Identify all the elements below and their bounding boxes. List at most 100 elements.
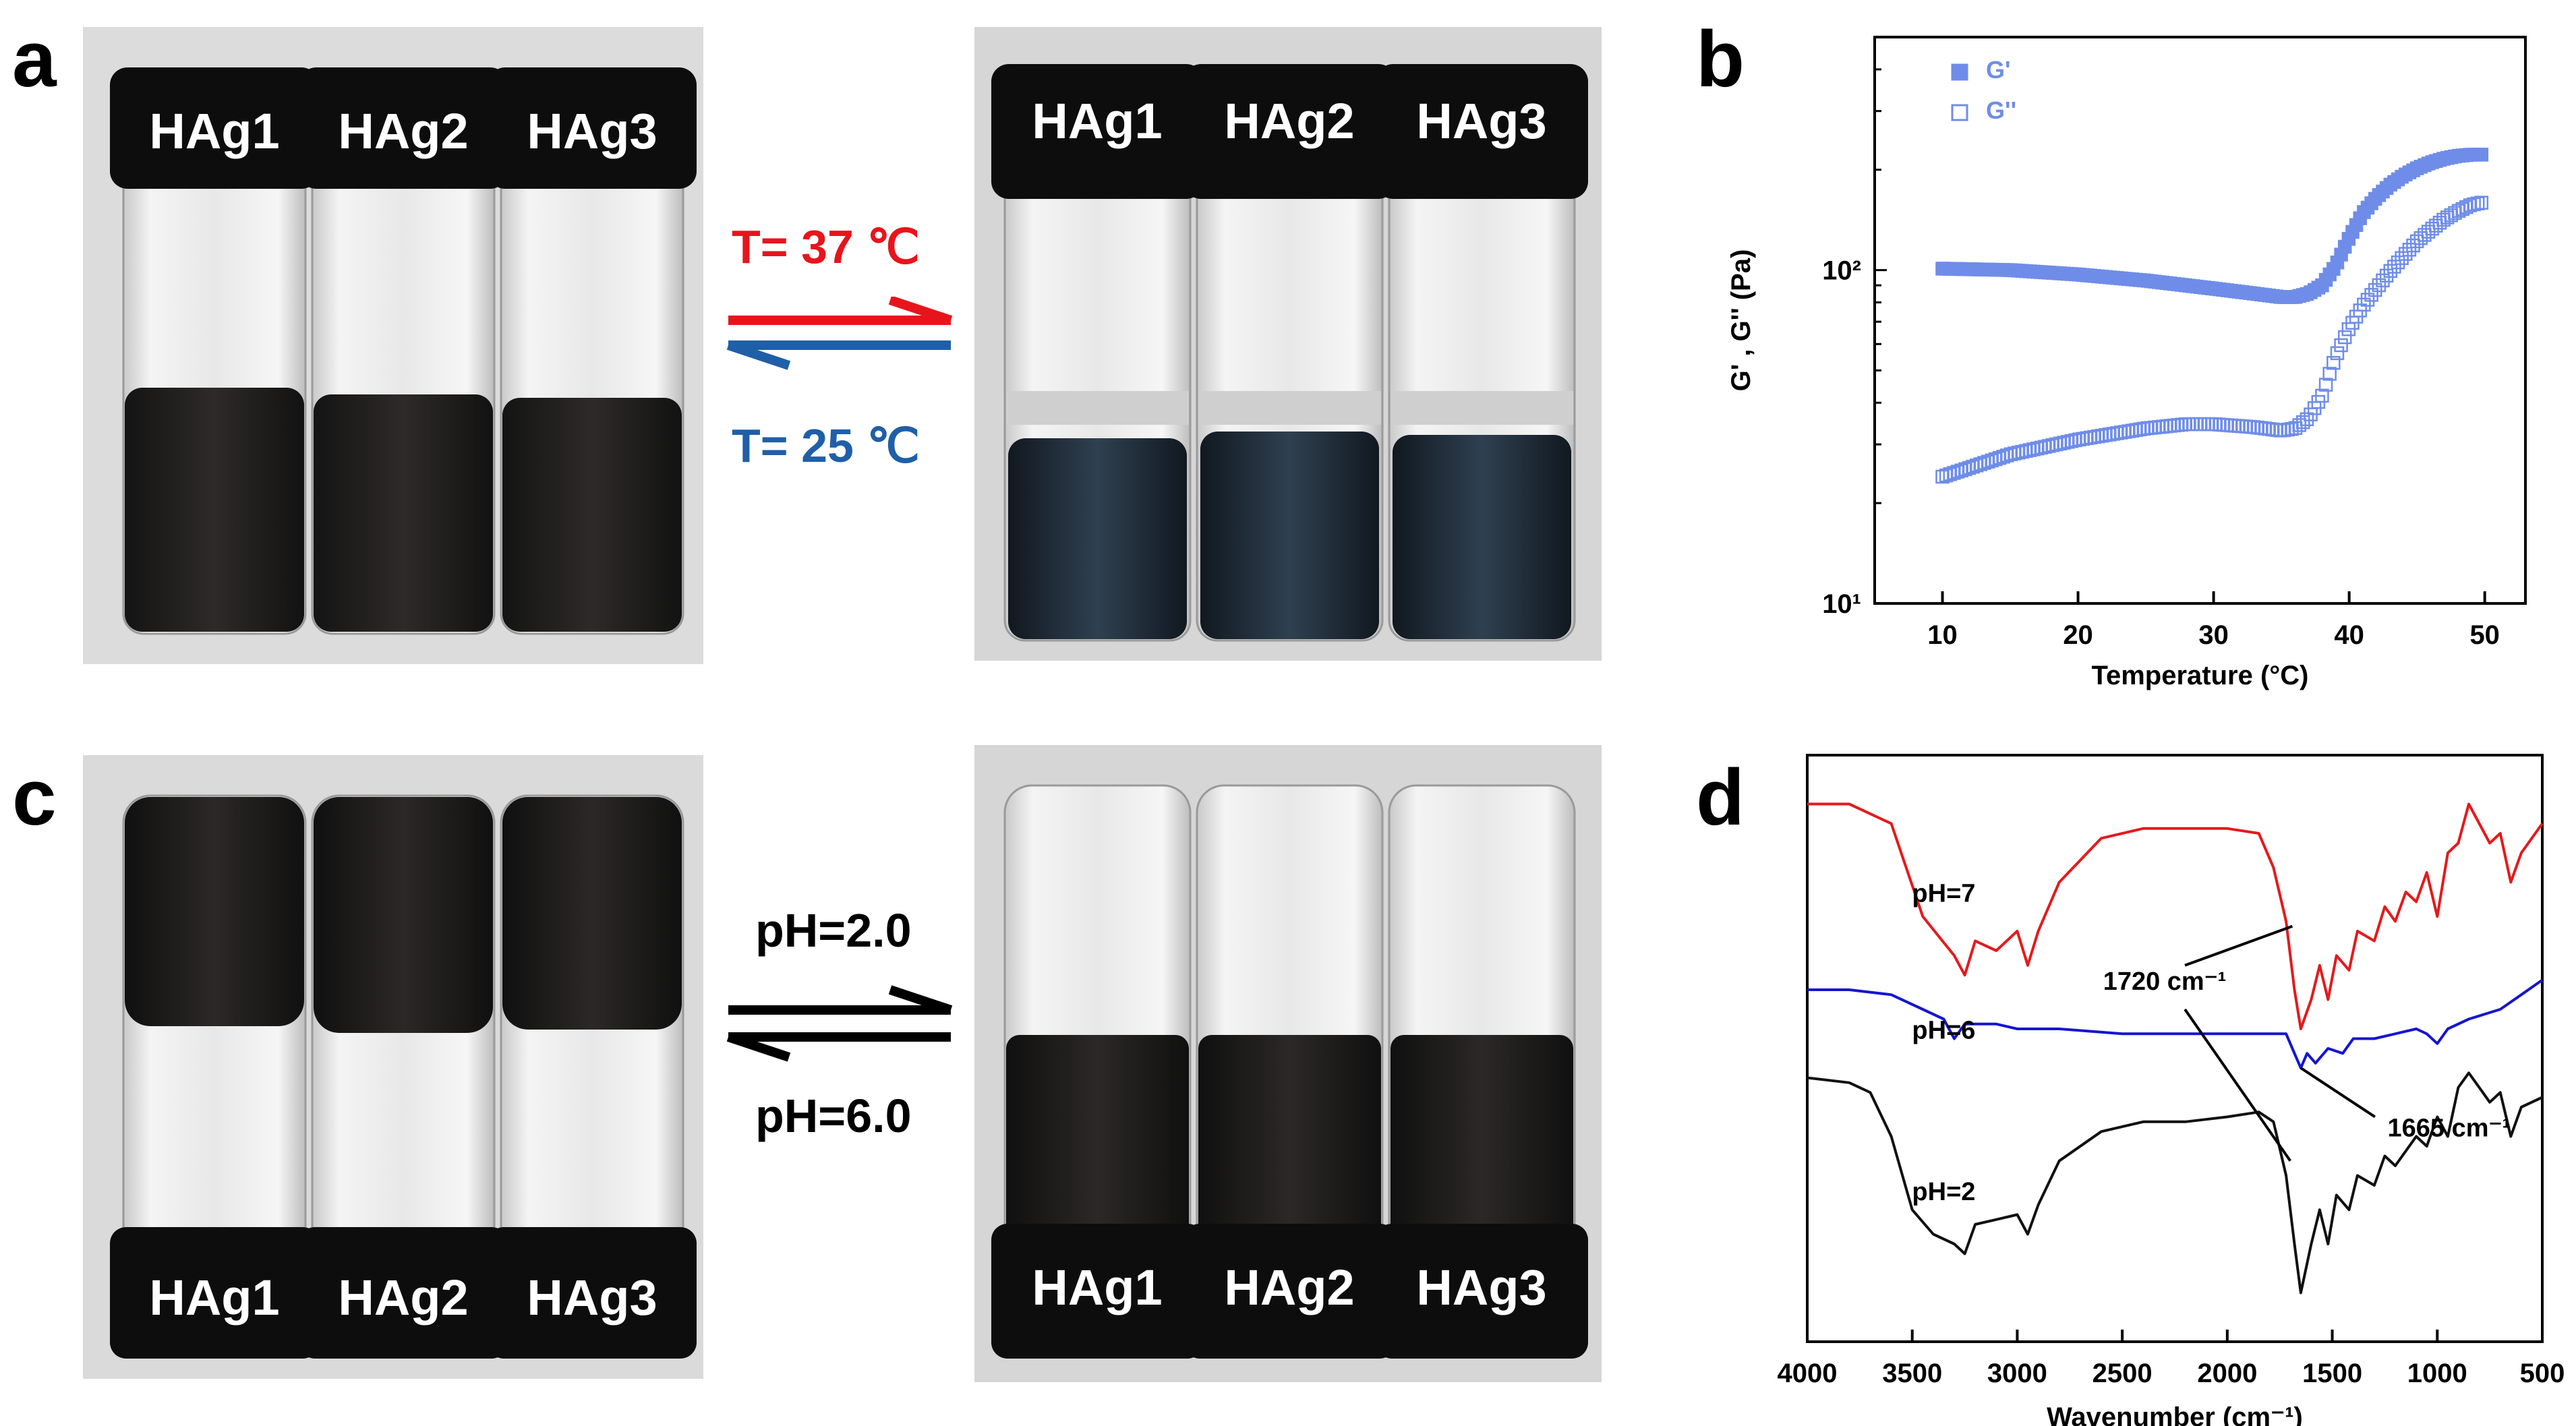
photo-c-left-art: HAg1 HAg2 HAg3 (110, 794, 697, 1359)
data-point-g-double-prime (1985, 453, 1999, 468)
data-point-g-prime (2041, 266, 2056, 280)
data-point-g-prime (2216, 283, 2231, 297)
data-point-g-prime (2406, 163, 2420, 177)
series-label-d: pH=2 (1912, 1178, 1975, 1206)
data-point-g-prime (2360, 200, 2375, 215)
data-point-g-double-prime (2372, 278, 2387, 293)
data-point-g-prime (1943, 262, 1958, 276)
data-point-g-prime (1935, 262, 1950, 276)
data-point-g-prime (1992, 262, 2007, 277)
data-point-g-prime (2227, 284, 2242, 299)
data-point-g-prime (2068, 267, 2082, 282)
data-point-g-prime (2273, 290, 2287, 304)
data-point-g-double-prime (2470, 196, 2485, 211)
data-point-g-double-prime (2087, 429, 2101, 444)
data-point-g-prime (2440, 151, 2455, 165)
y-tick-label-b: 10² (1822, 256, 1861, 286)
data-point-g-prime (2072, 268, 2086, 282)
data-point-g-prime (1954, 262, 1968, 276)
data-point-g-prime (2315, 278, 2329, 293)
data-point-g-prime (2334, 247, 2348, 262)
data-point-g-double-prime (2049, 437, 2063, 452)
data-point-g-prime (2159, 276, 2173, 291)
data-point-g-prime (2379, 181, 2394, 196)
vial-a-right-2 (1183, 64, 1396, 642)
data-point-g-double-prime (2399, 247, 2413, 261)
data-point-g-double-prime (2095, 428, 2109, 443)
data-point-g-double-prime (1989, 452, 2003, 467)
data-point-g-double-prime (2413, 231, 2428, 245)
legend-marker-b (1951, 63, 1968, 81)
data-point-g-prime (2395, 169, 2409, 184)
data-point-g-prime (2413, 160, 2428, 174)
data-point-g-prime (2235, 285, 2250, 299)
data-point-g-prime (2049, 266, 2063, 280)
data-point-g-prime (2364, 196, 2378, 210)
photo-c-right-art: HAg1 HAg2 HAg3 (991, 784, 1588, 1359)
data-point-g-prime (2003, 263, 2018, 277)
arrow-1665 (2300, 1067, 2376, 1119)
data-point-g-prime (2208, 282, 2223, 296)
data-point-g-double-prime (2072, 432, 2086, 447)
data-point-g-double-prime (1977, 456, 1991, 470)
data-point-g-prime (2057, 266, 2071, 281)
annotation-1720: 1720 cm⁻¹ (2103, 968, 2227, 996)
data-point-g-prime (2026, 264, 2041, 279)
series-g-prime (1935, 148, 2489, 304)
data-point-g-prime (2148, 274, 2163, 289)
data-point-g-prime (2117, 272, 2132, 286)
x-tick-label-b: 10 (1927, 620, 1958, 650)
photo-a-gel-art: HAg1 HAg2 HAg3 (991, 64, 1588, 642)
vial-label: HAg2 (1224, 93, 1354, 149)
data-point-g-double-prime (2425, 221, 2439, 236)
vial-c-left-2 (299, 794, 508, 1359)
data-point-g-double-prime (1939, 468, 1954, 483)
photo-a-gel: HAg1 HAg2 HAg3 (974, 27, 1602, 661)
data-point-g-prime (1999, 263, 2014, 277)
data-point-g-prime (2345, 225, 2360, 239)
data-point-g-prime (2121, 272, 2136, 287)
data-point-g-prime (2015, 264, 2029, 278)
data-point-g-prime (2300, 287, 2314, 301)
reverse-condition-label: T= 25 ℃ (732, 419, 920, 472)
data-point-g-prime (2061, 266, 2075, 281)
data-point-g-double-prime (2409, 234, 2424, 249)
data-point-g-prime (2182, 278, 2196, 293)
data-point-g-prime (2174, 278, 2189, 292)
data-point-g-double-prime (2064, 434, 2079, 448)
spectrum-line-pH-7 (1807, 802, 2544, 1030)
data-point-g-double-prime (2311, 394, 2326, 409)
data-point-g-prime (2470, 148, 2485, 162)
vial-label: HAg1 (1032, 93, 1162, 149)
data-point-g-double-prime (2455, 202, 2469, 216)
vial-c-right-2 (1183, 784, 1396, 1359)
data-point-g-prime (2474, 148, 2489, 162)
data-point-g-double-prime (2224, 418, 2238, 433)
data-point-g-double-prime (2041, 439, 2056, 453)
data-point-g-prime (2129, 272, 2143, 287)
data-point-g-double-prime (2429, 218, 2443, 233)
data-point-g-prime (2432, 152, 2447, 167)
data-point-g-double-prime (1973, 457, 1988, 471)
data-point-g-double-prime (1992, 450, 2007, 465)
data-point-g-double-prime (2448, 206, 2462, 220)
data-point-g-double-prime (2459, 200, 2473, 214)
data-point-g-prime (1962, 262, 1977, 276)
panel-letter-c: c (12, 753, 57, 842)
data-point-g-prime (2368, 191, 2382, 206)
vial-label: HAg3 (527, 1270, 657, 1326)
data-point-g-prime (2167, 276, 2182, 291)
data-point-g-double-prime (2213, 417, 2227, 432)
data-point-g-double-prime (1999, 448, 2014, 463)
x-tick-label-d: 500 (2520, 1359, 2565, 1388)
data-point-g-prime (2019, 264, 2033, 278)
data-point-g-double-prime (2360, 293, 2375, 307)
data-point-g-double-prime (2467, 197, 2481, 212)
spectrum-line-pH-2 (1807, 1071, 2543, 1295)
data-point-g-double-prime (1954, 463, 1968, 477)
data-point-g-prime (2277, 290, 2291, 304)
data-point-g-prime (2262, 288, 2276, 303)
data-point-g-prime (2322, 267, 2337, 282)
data-point-g-prime (2144, 274, 2159, 289)
data-point-g-double-prime (2099, 428, 2113, 442)
